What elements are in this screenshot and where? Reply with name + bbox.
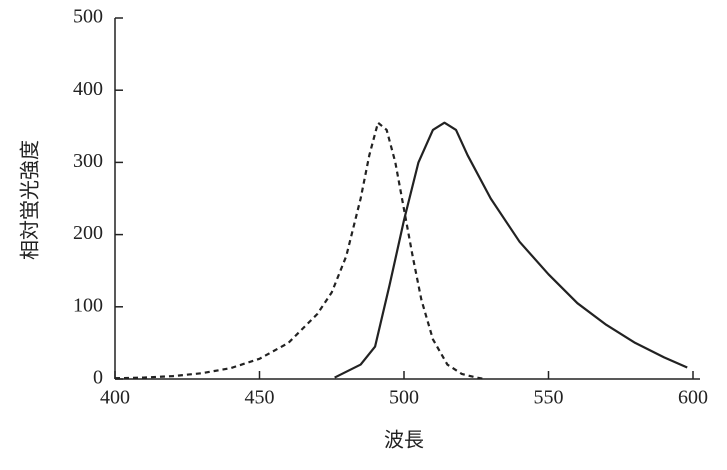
y-tick-label: 400 [73,78,103,100]
y-tick-label: 0 [93,367,103,389]
line-series [334,121,688,379]
x-tick-label: 500 [389,387,419,409]
line-series [114,121,486,381]
y-tick-label: 200 [73,222,103,244]
y-tick-label: 300 [73,150,103,172]
y-tick-label: 500 [73,6,103,28]
y-axis-label: 相対蛍光強度 [19,140,42,260]
x-tick-label: 400 [100,387,130,409]
x-tick-label: 450 [245,387,275,409]
x-axis-label: 波長 [384,429,424,452]
x-tick-label: 600 [678,387,708,409]
x-tick-label: 550 [534,387,564,409]
y-tick-label: 100 [73,294,103,316]
